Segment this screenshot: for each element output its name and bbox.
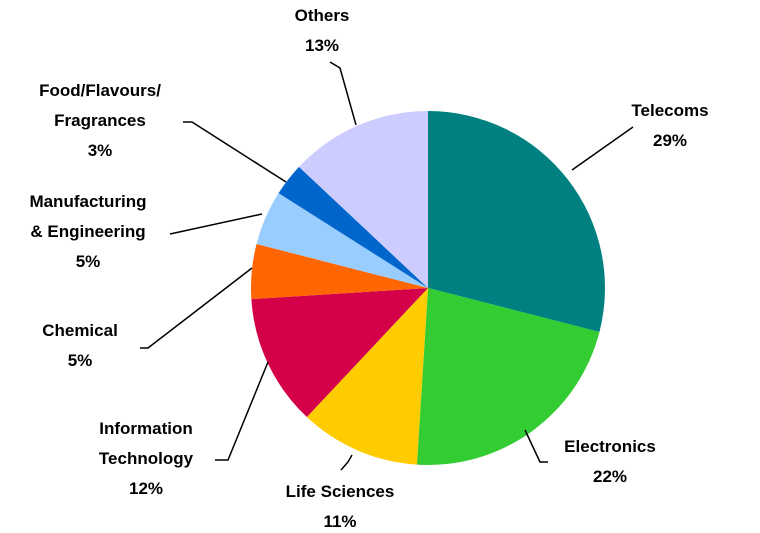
value-label: 29% [653, 131, 687, 150]
leader-line [329, 61, 357, 126]
leader-line [215, 361, 269, 461]
value-label: 5% [76, 252, 101, 271]
slice-label: Others [295, 6, 350, 25]
slice-label: Food/Flavours/Fragrances [39, 81, 161, 130]
value-label: 3% [88, 141, 113, 160]
value-label: 5% [68, 351, 93, 370]
slice-label: Information Technology [99, 419, 194, 468]
pie-slice [251, 288, 428, 418]
pie-slice [251, 243, 428, 300]
pie-slice [416, 288, 600, 465]
value-label: 12% [129, 479, 163, 498]
slice-label: Chemical [42, 321, 118, 340]
slice-label: Telecoms [631, 101, 708, 120]
slice-label: Manufacturing & Engineering [29, 192, 146, 241]
value-label: 13% [305, 36, 339, 55]
pie-slice [428, 111, 605, 333]
leader-line [571, 126, 634, 171]
slice-label: Life Sciences [286, 482, 395, 501]
pie-slice [256, 193, 428, 288]
leader-line [524, 429, 548, 463]
pie-slice [278, 166, 428, 288]
leader-line [140, 267, 253, 349]
leader-line [340, 454, 353, 471]
leader-line [183, 121, 287, 183]
slice-label: Electronics [564, 437, 656, 456]
value-label: 22% [593, 467, 627, 486]
value-label: 11% [323, 512, 356, 531]
pie-slice [306, 288, 428, 465]
leader-line [169, 213, 263, 235]
pie-slice [298, 111, 428, 288]
